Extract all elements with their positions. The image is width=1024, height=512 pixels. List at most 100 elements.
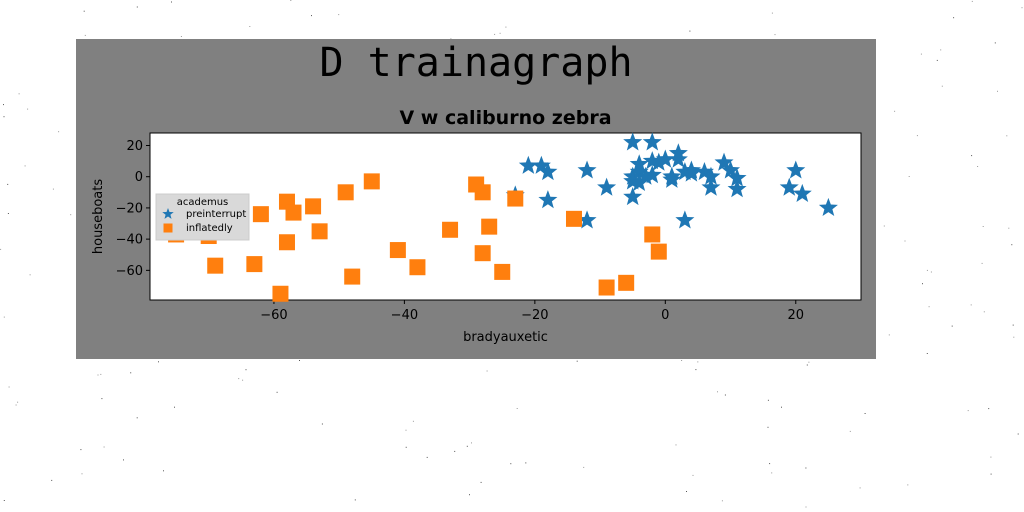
speckle-dot [864,413,866,414]
speckle-dot [15,404,17,406]
speckle-dot [888,334,890,336]
data-point-preinterrupt [727,168,747,187]
speckle-dot [97,374,99,376]
data-point-inflatedly [246,256,263,273]
speckle-dot [806,364,808,366]
speckle-dot [405,429,407,431]
y-tick-label: −40 [116,233,143,248]
speckle-dot [469,494,470,496]
speckle-dot [805,506,807,508]
speckle-dot [907,484,909,486]
data-point-preinterrupt [623,186,643,206]
data-point-preinterrupt [727,179,747,198]
speckle-dot [123,459,124,461]
speckle-dot [771,12,773,14]
speckle-dot [354,499,356,501]
data-point-preinterrupt [668,149,688,168]
legend-marker-preinterrupt [162,208,174,219]
data-point-inflatedly [644,226,661,243]
y-tick-label: −20 [116,201,143,216]
speckle-dot [494,33,496,35]
data-point-inflatedly [305,198,322,215]
speckle-dot [767,426,769,428]
data-point-preinterrupt [597,177,617,196]
data-point-inflatedly [409,259,426,276]
scatter-chart: V w caliburno zebra bradyauxetic housebo… [91,107,862,345]
speckle-dot [24,165,26,167]
data-point-preinterrupt [818,197,838,217]
speckle-dot [84,34,86,36]
data-point-preinterrupt [577,160,597,179]
data-point-preinterrupt [623,132,643,151]
data-point-preinterrupt [538,190,558,209]
speckle-dot [983,311,985,313]
speckle-dot [697,361,699,363]
data-point-inflatedly [494,263,511,280]
speckle-dot [1017,433,1019,435]
data-point-inflatedly [650,243,667,260]
speckle-dot [245,369,247,371]
speckle-dot [859,487,861,489]
data-point-inflatedly [272,285,289,302]
data-point-inflatedly [565,210,582,227]
speckle-dot [242,379,244,381]
speckle-dot [81,473,83,475]
data-point-preinterrupt [701,166,721,185]
x-tick-label: 20 [787,308,804,323]
speckle-dot [977,166,979,167]
data-point-inflatedly [442,221,459,238]
speckle-dot [717,391,718,393]
speckle-dot [486,370,488,372]
data-point-preinterrupt [694,162,714,181]
speckle-dot [681,360,683,361]
speckle-dot [290,0,292,1]
data-point-preinterrupt [779,177,799,196]
speckle-dot [721,500,723,502]
data-point-preinterrupt [662,166,682,185]
speckle-dot [583,466,585,468]
speckle-dot [1012,324,1014,326]
data-point-preinterrupt [518,155,538,174]
speckle-dot [174,406,175,408]
speckle-dot [103,446,105,448]
legend-title: academus [177,197,229,208]
speckle-dot [1008,227,1010,229]
data-point-preinterrupt [655,149,675,168]
speckle-dot [3,116,5,118]
data-points [168,132,838,302]
speckle-dot [499,32,501,34]
speckle-dot [3,104,4,106]
legend-label: inflatedly [186,223,233,234]
data-point-inflatedly [207,257,224,274]
data-point-preinterrupt [629,172,649,192]
speckle-dot [136,417,138,419]
data-point-inflatedly [474,245,491,262]
speckle-dot [238,378,240,380]
speckle-dot [321,423,323,425]
legend-entries: preinterrupt inflatedly [162,208,246,234]
speckle-dot [686,491,687,492]
data-point-preinterrupt [577,210,597,229]
speckle-dot [83,10,85,12]
speckle-dot [136,6,138,8]
speckle-dot [930,271,932,273]
speckle-dot [100,373,102,375]
speckle-dot [3,316,5,318]
speckle-dot [180,36,182,37]
legend-label: preinterrupt [186,209,246,220]
speckle-dot [163,470,164,472]
speckle-dot [276,391,278,393]
speckle-dot [689,30,691,32]
speckle-dot [525,462,527,464]
data-point-preinterrupt [649,152,669,171]
data-point-inflatedly [363,173,380,190]
speckle-dot [1013,336,1015,338]
speckle-dot [338,14,340,16]
data-point-preinterrupt [636,166,656,185]
data-point-preinterrupt [675,210,695,229]
speckle-dot [52,188,54,190]
speckle-dot [27,108,29,110]
speckle-dot [849,430,851,432]
speckle-dot [7,213,9,214]
data-point-preinterrupt [792,183,812,202]
